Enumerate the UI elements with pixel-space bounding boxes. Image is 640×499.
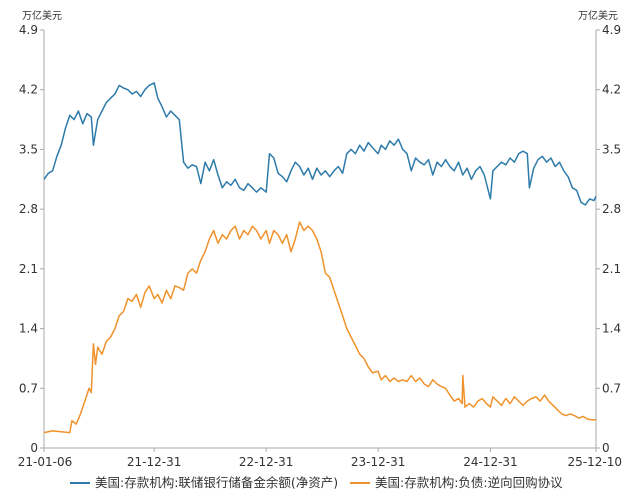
y-tick-label-left: 0.7 bbox=[19, 381, 38, 395]
y-tick-label-right: 4.9 bbox=[602, 23, 621, 37]
y-tick-label-left: 0 bbox=[30, 441, 38, 455]
y-tick-label-left: 1.4 bbox=[19, 322, 38, 336]
y-tick-label-right: 4.2 bbox=[602, 83, 621, 97]
right-axis-unit: 万亿美元 bbox=[578, 9, 618, 22]
y-tick-label-right: 2.8 bbox=[602, 202, 621, 216]
x-tick-label: 23-12-31 bbox=[351, 455, 405, 469]
series-line-1 bbox=[43, 82, 597, 206]
x-tick-label: 25-12-10 bbox=[568, 455, 622, 469]
y-tick-label-left: 2.8 bbox=[19, 202, 38, 216]
y-tick-label-left: 2.1 bbox=[19, 262, 38, 276]
series-line-2 bbox=[43, 221, 596, 434]
y-tick-label-right: 0.7 bbox=[602, 381, 621, 395]
y-tick-label-right: 3.5 bbox=[602, 142, 621, 156]
y-tick-label-right: 2.1 bbox=[602, 262, 621, 276]
y-axis-left: 0 0.7 1.4 2.1 2.8 3.5 4.2 4.9 bbox=[19, 23, 44, 455]
plot-frame bbox=[43, 30, 597, 449]
x-tick-label: 24-12-31 bbox=[463, 455, 517, 469]
legend: 美国:存款机构:联储银行储备金余额(净资产) 美国:存款机构:负债:逆向回购协议 bbox=[70, 475, 563, 490]
x-tick-label: 22-12-31 bbox=[239, 455, 293, 469]
y-tick-label-right: 1.4 bbox=[602, 322, 621, 336]
legend-label-1: 美国:存款机构:联储银行储备金余额(净资产) bbox=[95, 475, 338, 490]
y-tick-label-right: 0 bbox=[602, 441, 610, 455]
y-tick-label-left: 4.9 bbox=[19, 23, 38, 37]
legend-label-2: 美国:存款机构:负债:逆向回购协议 bbox=[375, 475, 563, 490]
series-layer bbox=[43, 82, 597, 434]
x-tick-label: 21-12-31 bbox=[127, 455, 181, 469]
x-tick-label: 21-01-06 bbox=[18, 455, 72, 469]
y-tick-label-left: 4.2 bbox=[19, 83, 38, 97]
left-axis-unit: 万亿美元 bbox=[22, 9, 62, 22]
y-axis-right: 0 0.7 1.4 2.1 2.8 3.5 4.2 4.9 bbox=[596, 23, 621, 455]
y-tick-label-left: 3.5 bbox=[19, 142, 38, 156]
x-axis: 21-01-06 21-12-31 22-12-31 23-12-31 24-12-31… bbox=[18, 448, 622, 469]
